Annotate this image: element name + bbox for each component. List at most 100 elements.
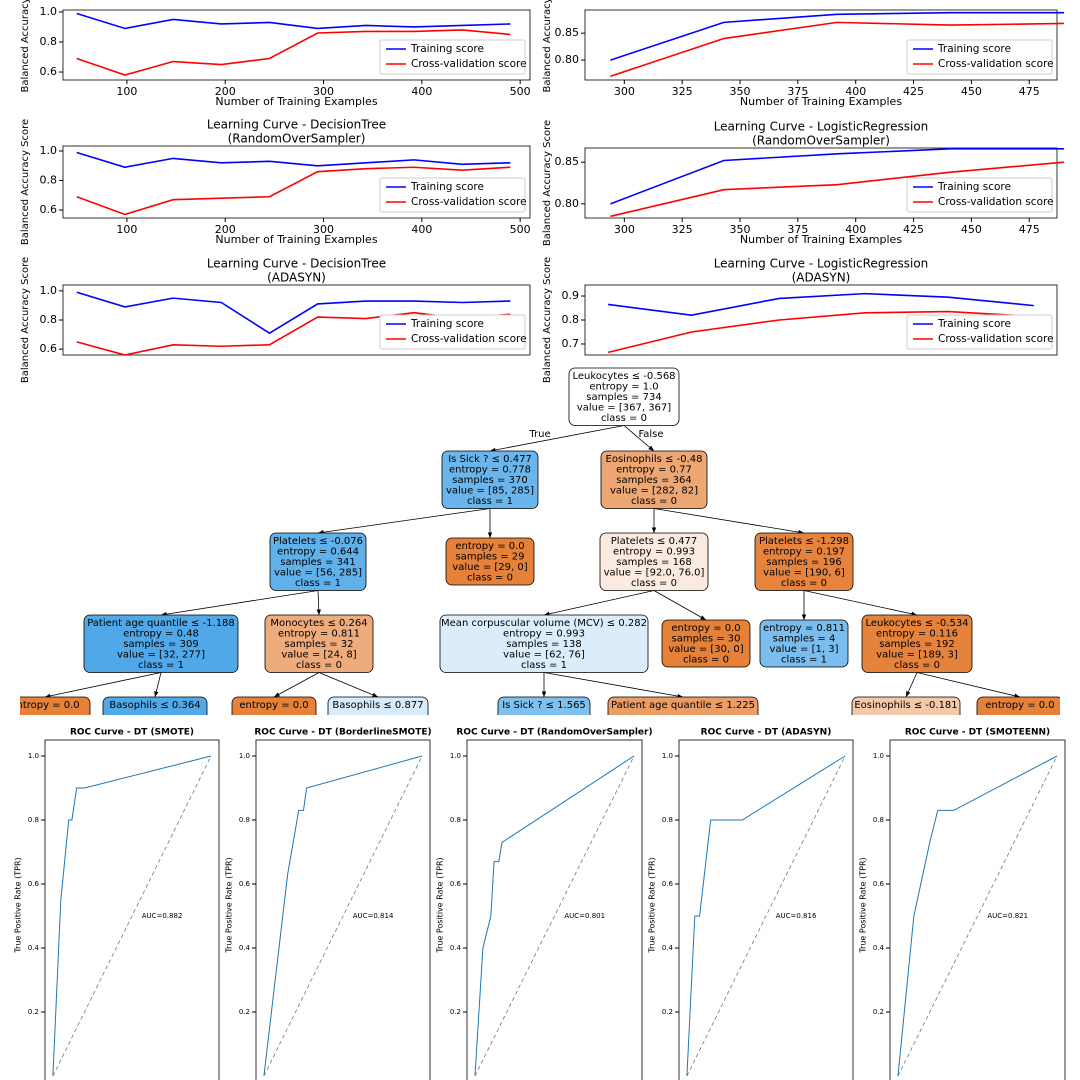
chart-panel: Learning Curve - DecisionTree(RandomOver… (20, 118, 531, 247)
y-tick-label: 0.8 (662, 816, 673, 824)
node-text: class = 1 (295, 578, 341, 589)
x-tick-label: 425 (903, 85, 924, 98)
y-tick-label: 0.80 (555, 197, 580, 210)
x-tick-label: 200 (215, 85, 236, 98)
tree-node (231, 696, 317, 715)
legend-label: Training score (410, 181, 484, 193)
tree-node (568, 367, 680, 426)
y-tick-label: 0.4 (28, 944, 40, 952)
x-tick-label: 400 (411, 223, 432, 236)
y-tick-label: 0.2 (28, 1008, 39, 1016)
y-tick-label: 0.6 (28, 880, 40, 888)
tree-node (83, 614, 239, 673)
legend-label: Training score (410, 43, 484, 55)
node-text: samples = 29 (455, 552, 524, 563)
x-tick-label: 300 (614, 223, 635, 236)
data-line (608, 292, 1034, 317)
legend-label: Cross-validation score (411, 58, 527, 70)
node-text: value = [190, 6] (763, 568, 845, 579)
node-text: samples = 192 (879, 639, 954, 650)
chart-panel: ROC Curve - DT (ADASYN) True Positive Rat… (648, 728, 854, 1080)
y-tick-label: 0.4 (662, 944, 674, 952)
node-text: Basophils ≤ 0.877 (332, 700, 423, 711)
node-text: value = [32, 277] (117, 650, 205, 661)
x-tick-label: 475 (1019, 85, 1040, 98)
tree-edge (318, 672, 379, 698)
node-text: Is Sick ? ≤ 0.477 (448, 454, 532, 465)
node-text: class = 1 (467, 496, 513, 507)
y-tick-label: 1.0 (28, 752, 39, 760)
x-tick-label: 400 (411, 85, 432, 98)
chart-panel: ROC Curve - DT (RandomOverSampler) True P… (436, 728, 653, 1080)
plot-frame (62, 9, 531, 81)
y-tick-label: 1.0 (40, 144, 58, 157)
tree-node (20, 696, 91, 715)
tree-node (976, 696, 1060, 715)
node-text: Patient age quantile ≤ -1.188 (87, 618, 235, 629)
node-text: entropy = 0.778 (449, 465, 531, 476)
y-tick-label: 0.85 (555, 155, 580, 168)
tree-node (497, 696, 591, 715)
y-tick-label: 0.8 (562, 313, 580, 326)
tree-edge (543, 672, 684, 699)
x-axis-label: Number of Training Examples (215, 95, 377, 108)
y-tick-label: 0.8 (40, 313, 58, 326)
node-text: samples = 364 (616, 475, 691, 486)
x-tick-label: 450 (961, 85, 982, 98)
node-text: samples = 341 (280, 557, 355, 568)
y-axis-label: Balanced Accuracy Score (20, 257, 31, 383)
y-axis-label: True Positive Rate (TPR) (859, 857, 868, 953)
tree-edge (543, 590, 655, 616)
tree-node (269, 532, 367, 591)
node-text: Monocytes ≤ 0.264 (270, 618, 367, 629)
chart-panel: Number of Training Examples Balanced Accu… (542, 0, 1064, 108)
tree-edge (916, 672, 1021, 698)
plot-frame (44, 739, 220, 1080)
legend-label: Cross-validation score (938, 196, 1054, 208)
y-tick-label: 0.7 (562, 337, 580, 350)
plot-frame (889, 739, 1066, 1080)
y-tick-label: 0.6 (239, 880, 251, 888)
x-tick-label: 450 (961, 223, 982, 236)
node-text: class = 1 (521, 660, 567, 671)
chart-panel: ROC Curve - DT (SMOTEENN) True Positive R… (859, 728, 1066, 1080)
x-axis-label: Number of Training Examples (740, 95, 902, 108)
node-text: value = [367, 367] (577, 403, 671, 414)
node-text: class = 0 (683, 655, 729, 666)
node-text: value = [85, 285] (446, 486, 534, 497)
y-tick-label: 0.6 (873, 880, 885, 888)
data-line (610, 161, 1065, 218)
y-tick-label: 0.2 (450, 1008, 461, 1016)
y-axis-label: Balanced Accuracy Score (542, 257, 553, 383)
node-text: Leukocytes ≤ -0.568 (572, 371, 675, 382)
tree-node (661, 619, 751, 668)
y-tick-label: 0.6 (40, 342, 58, 355)
chance-diagonal (686, 755, 846, 1077)
y-tick-label: 0.2 (662, 1008, 673, 1016)
tree-edge (803, 590, 918, 617)
data-line (610, 11, 1064, 61)
data-line (610, 148, 1064, 205)
x-tick-label: 325 (672, 85, 693, 98)
node-text: class = 0 (894, 660, 940, 671)
node-text: entropy = 0.644 (277, 547, 359, 558)
chance-diagonal (897, 755, 1058, 1077)
chart-title: ROC Curve - DT (ADASYN) (701, 728, 832, 738)
plot-frame (255, 739, 431, 1080)
chart-subtitle: (RandomOverSampler) (752, 134, 890, 148)
node-text: Eosinophils ≤ -0.48 (606, 454, 703, 465)
node-text: Basophils ≤ 0.364 (109, 700, 200, 711)
x-tick-label: 500 (510, 85, 531, 98)
node-text: entropy = 0.0 (985, 700, 1054, 711)
tree-node (759, 619, 849, 668)
data-line (76, 291, 511, 335)
node-text: value = [29, 0] (452, 562, 527, 573)
node-text: Leukocytes ≤ -0.534 (865, 618, 968, 629)
tree-node (441, 450, 539, 509)
x-tick-label: 400 (845, 85, 866, 98)
y-axis-label: Balanced Accuracy (542, 0, 553, 93)
data-line (686, 755, 846, 1077)
x-tick-label: 200 (215, 223, 236, 236)
